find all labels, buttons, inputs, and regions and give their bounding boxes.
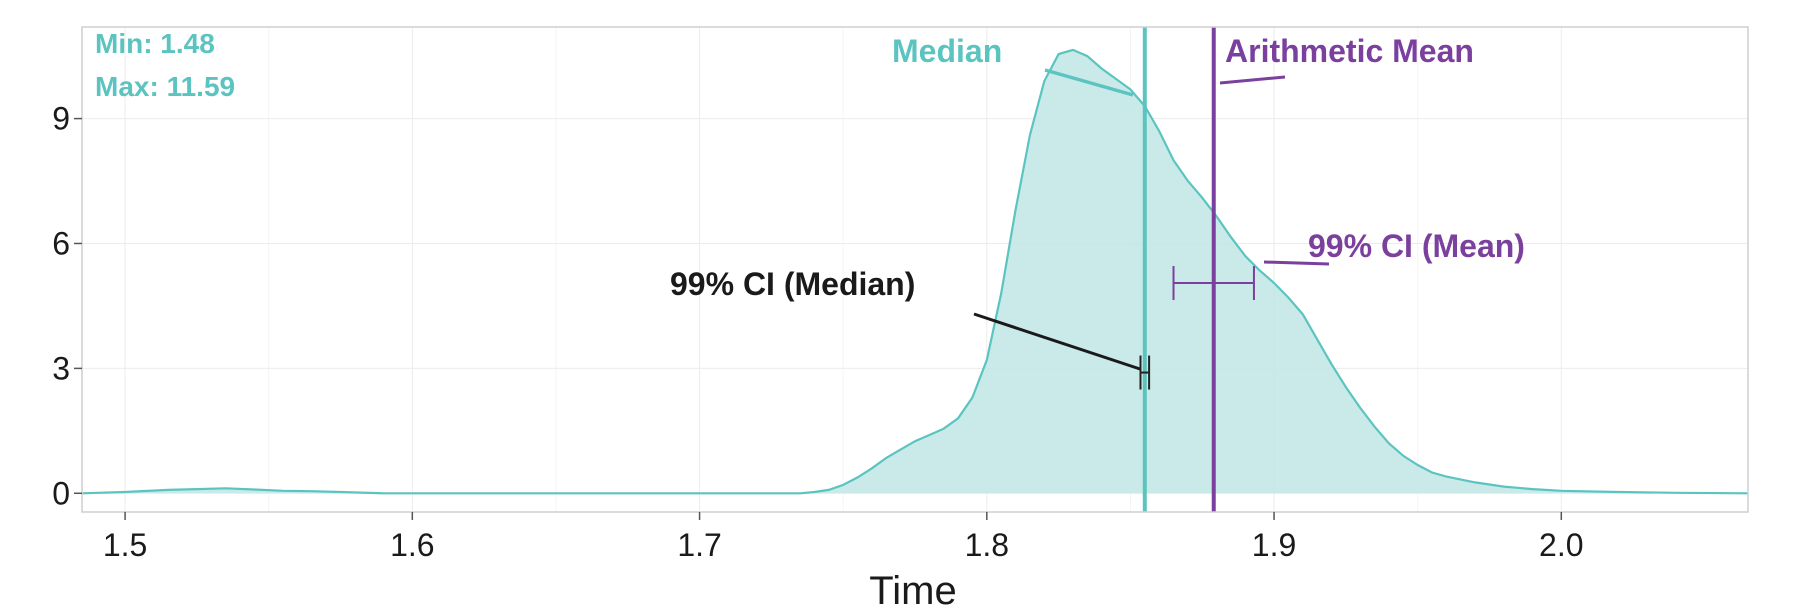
ci-median-leader-line xyxy=(973,312,1141,371)
y-tick-label: 3 xyxy=(52,350,70,386)
mean-leader-line xyxy=(1219,75,1286,85)
ci-mean-leader-line xyxy=(1263,260,1330,266)
ci-mean-label: 99% CI (Mean) xyxy=(1308,228,1525,264)
x-tick-label: 1.5 xyxy=(103,527,147,563)
density-line xyxy=(81,48,1749,495)
density-series xyxy=(81,48,1749,495)
median-leader-line xyxy=(1044,68,1134,97)
min-annotation: Min: 1.48 xyxy=(95,28,215,59)
y-tick-label: 9 xyxy=(52,101,70,137)
confidence-intervals xyxy=(1139,266,1255,390)
x-tick-label: 1.7 xyxy=(677,527,721,563)
mean-label: Arithmetic Mean xyxy=(1225,33,1474,69)
x-tick-label: 1.8 xyxy=(965,527,1009,563)
x-tick-label: 1.9 xyxy=(1252,527,1296,563)
y-tick-label: 6 xyxy=(52,225,70,261)
axes: 1.5 1.6 1.7 1.8 1.9 2.0 0 3 6 9 xyxy=(52,101,1583,563)
panel-border xyxy=(81,26,1749,513)
density-area xyxy=(82,49,1748,494)
x-tick-label: 2.0 xyxy=(1539,527,1583,563)
ci-median-label: 99% CI (Median) xyxy=(670,266,915,302)
y-tick-label: 0 xyxy=(52,475,70,511)
max-annotation: Max: 11.59 xyxy=(95,71,235,102)
reference-lines xyxy=(1142,27,1216,512)
x-axis-title: Time xyxy=(869,569,956,610)
x-tick-label: 1.6 xyxy=(390,527,434,563)
median-label: Median xyxy=(892,33,1002,69)
